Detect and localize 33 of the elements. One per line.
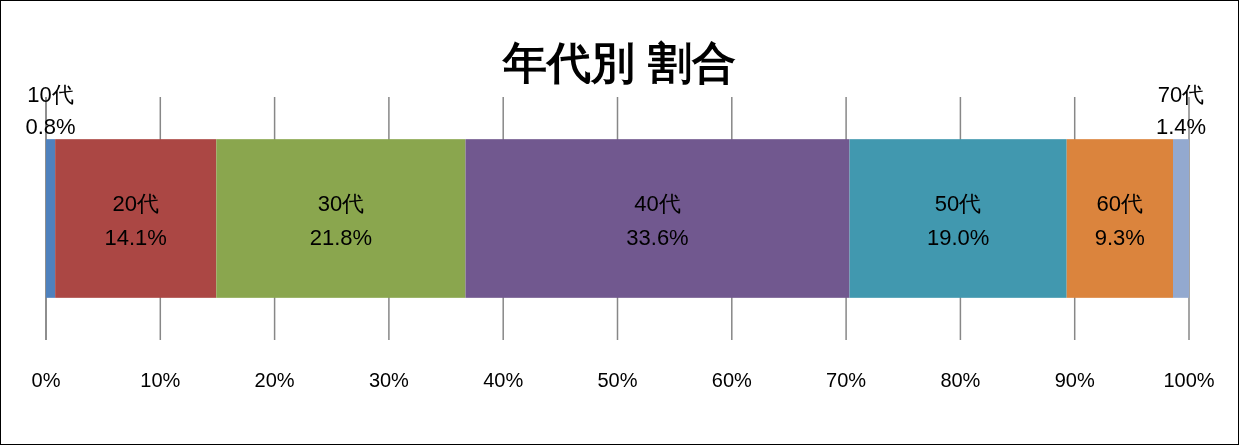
data-label: 21.8% [309, 224, 373, 250]
bar [216, 139, 466, 298]
x-tick-label: 70% [826, 369, 867, 391]
data-label: 1.4% [1155, 114, 1207, 140]
x-tick-label: 100% [1163, 369, 1215, 391]
chart-title: 年代別 割合 [502, 38, 736, 87]
series-label: 30代 [317, 190, 365, 216]
bar [1066, 139, 1173, 298]
data-label: 33.6% [626, 224, 689, 250]
x-tick-label: 40% [483, 369, 524, 391]
bar [465, 139, 850, 298]
x-tick-label: 20% [254, 369, 295, 391]
series-label: 50代 [934, 190, 982, 216]
series-label: 70代 [1157, 82, 1205, 108]
data-label: 19.0% [926, 224, 990, 250]
x-tick-label: 50% [597, 369, 638, 391]
data-label: 0.8% [25, 114, 76, 140]
x-tick-label: 0% [31, 369, 61, 391]
series-label: 20代 [112, 190, 159, 216]
series-label: 60代 [1096, 190, 1144, 216]
series-label: 40代 [634, 190, 681, 216]
x-tick-label: 90% [1054, 369, 1095, 391]
bar [1173, 139, 1189, 298]
bar [849, 139, 1067, 298]
x-tick-label: 10% [140, 369, 181, 391]
data-label: 14.1% [104, 224, 167, 250]
bar [55, 139, 217, 298]
bar [46, 139, 56, 298]
x-tick-label: 80% [940, 369, 981, 391]
data-label: 9.3% [1094, 224, 1145, 250]
series-label: 10代 [27, 82, 74, 108]
x-tick-label: 60% [711, 369, 753, 391]
x-tick-label: 30% [368, 369, 410, 391]
